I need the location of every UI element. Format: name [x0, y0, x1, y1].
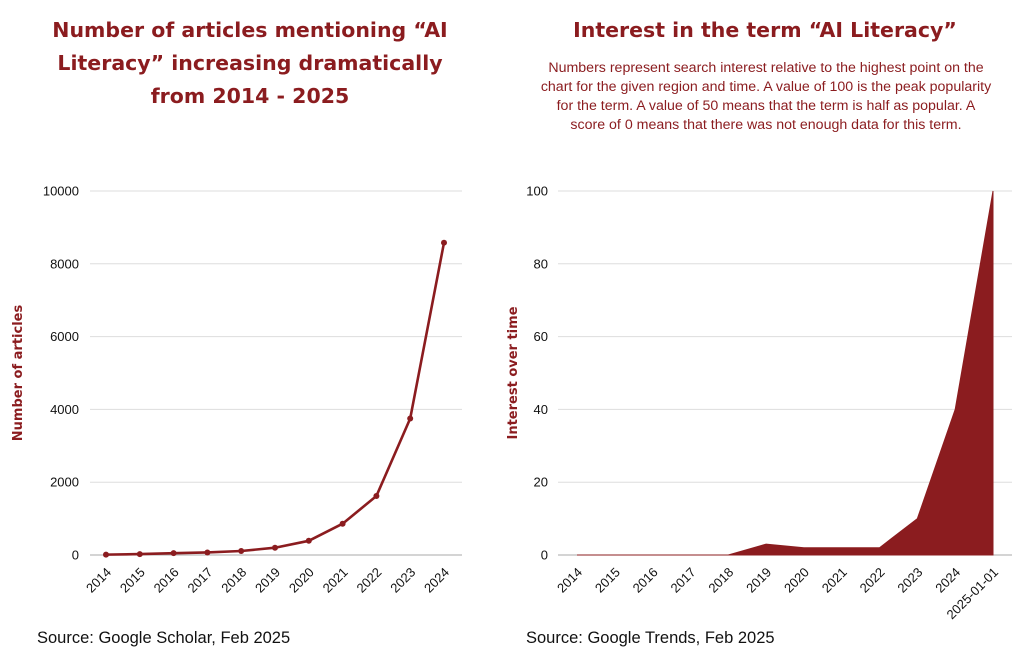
x-tick-label: 2019	[252, 565, 283, 596]
y-tick-label: 20	[534, 475, 548, 490]
x-tick-label: 2023	[894, 565, 925, 596]
line-series	[105, 242, 446, 556]
data-point	[136, 551, 143, 558]
right-chart-subtitle: Numbers represent search interest relati…	[540, 60, 992, 133]
y-tick-label: 80	[534, 256, 548, 271]
x-tick-label: 2021	[819, 565, 850, 596]
y-tick-label: 100	[526, 184, 548, 199]
y-tick-label: 10000	[43, 184, 79, 199]
data-point	[373, 493, 380, 500]
left-line-chart: 0 2000 4000 6000 8000 10000 Number of articles…	[11, 184, 462, 596]
x-tick-label: 2018	[218, 565, 249, 596]
data-point	[305, 537, 312, 544]
x-tick-label: 2024	[421, 565, 452, 596]
x-tick-label: 2020	[286, 565, 317, 596]
y-tick-label: 4000	[50, 402, 79, 417]
x-tick-label: 2024	[932, 565, 963, 596]
data-point	[272, 544, 278, 551]
x-tick-label: 2017	[184, 565, 215, 596]
left-chart-source: Source: Google Scholar, Feb 2025	[37, 629, 291, 647]
data-point	[103, 551, 109, 558]
data-point	[339, 520, 346, 527]
x-tick-label: 2016	[630, 565, 661, 596]
x-tick-label: 2018	[705, 565, 736, 596]
data-point	[204, 549, 211, 556]
left-chart-title: Number of articles mentioning “AI Litera…	[52, 18, 448, 108]
x-tick-label: 2022	[353, 565, 384, 596]
right-chart-title: Interest in the term “AI Literacy”	[573, 18, 957, 42]
x-tick-label: 2021	[320, 565, 351, 596]
y-tick-label: 8000	[50, 256, 79, 271]
x-tick-label: 2019	[743, 565, 774, 596]
x-tick-label: 2016	[151, 565, 182, 596]
y-axis-label: Interest over time	[506, 306, 521, 439]
data-point	[441, 239, 447, 246]
x-tick-label: 2022	[857, 565, 888, 596]
x-tick-label: 2017	[668, 565, 699, 596]
x-tick-label: 2015	[592, 565, 623, 596]
y-tick-label: 40	[534, 402, 548, 417]
y-axis-label: Number of articles	[11, 305, 26, 442]
area-series	[577, 190, 994, 556]
data-point	[238, 547, 245, 554]
right-chart-source: Source: Google Trends, Feb 2025	[526, 629, 775, 647]
x-tick-label: 2014	[83, 565, 114, 596]
y-tick-label: 0	[72, 548, 79, 563]
x-tick-label: 2023	[387, 565, 418, 596]
y-tick-label: 0	[541, 548, 548, 563]
y-tick-label: 2000	[50, 475, 79, 490]
data-point	[407, 415, 414, 422]
x-tick-label: 2015	[117, 565, 148, 596]
x-tick-label: 2014	[554, 565, 585, 596]
data-point	[170, 550, 177, 557]
y-tick-label: 60	[534, 329, 548, 344]
y-tick-label: 6000	[50, 329, 79, 344]
x-tick-label: 2020	[781, 565, 812, 596]
